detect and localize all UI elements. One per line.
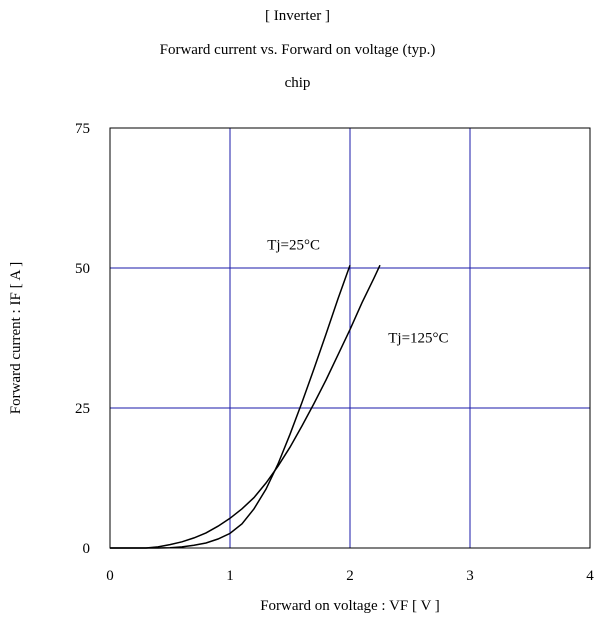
tick-labels: 0 1 2 3 4 0 25 50 75 <box>75 121 594 584</box>
annotations: Tj=25°C Tj=125°C <box>267 238 448 347</box>
x-tick-label-2: 2 <box>346 568 354 584</box>
x-tick-label-4: 4 <box>586 568 594 584</box>
x-tick-label-1: 1 <box>226 568 234 584</box>
y-tick-label-2: 50 <box>75 261 90 277</box>
x-tick-label-3: 3 <box>466 568 474 584</box>
chart-title: Forward current vs. Forward on voltage (… <box>159 42 436 58</box>
series-group <box>110 264 381 549</box>
chart-subtitle-chip: chip <box>284 75 311 91</box>
y-tick-label-0: 0 <box>83 541 91 557</box>
series-line-0 <box>110 264 351 549</box>
series-line-1 <box>110 264 381 549</box>
x-axis-label: Forward on voltage : VF [ V ] <box>260 598 440 614</box>
y-tick-label-1: 25 <box>75 401 90 417</box>
curve-label-1: Tj=125°C <box>388 330 448 346</box>
x-tick-label-0: 0 <box>106 568 114 584</box>
chart-heading-inverter: [ Inverter ] <box>265 8 330 24</box>
grid <box>110 128 590 548</box>
curve-label-0: Tj=25°C <box>267 238 320 254</box>
plot-area-frame <box>109 127 591 549</box>
y-axis-label: Forward current : IF [ A ] <box>8 262 24 414</box>
y-tick-label-3: 75 <box>75 121 90 137</box>
